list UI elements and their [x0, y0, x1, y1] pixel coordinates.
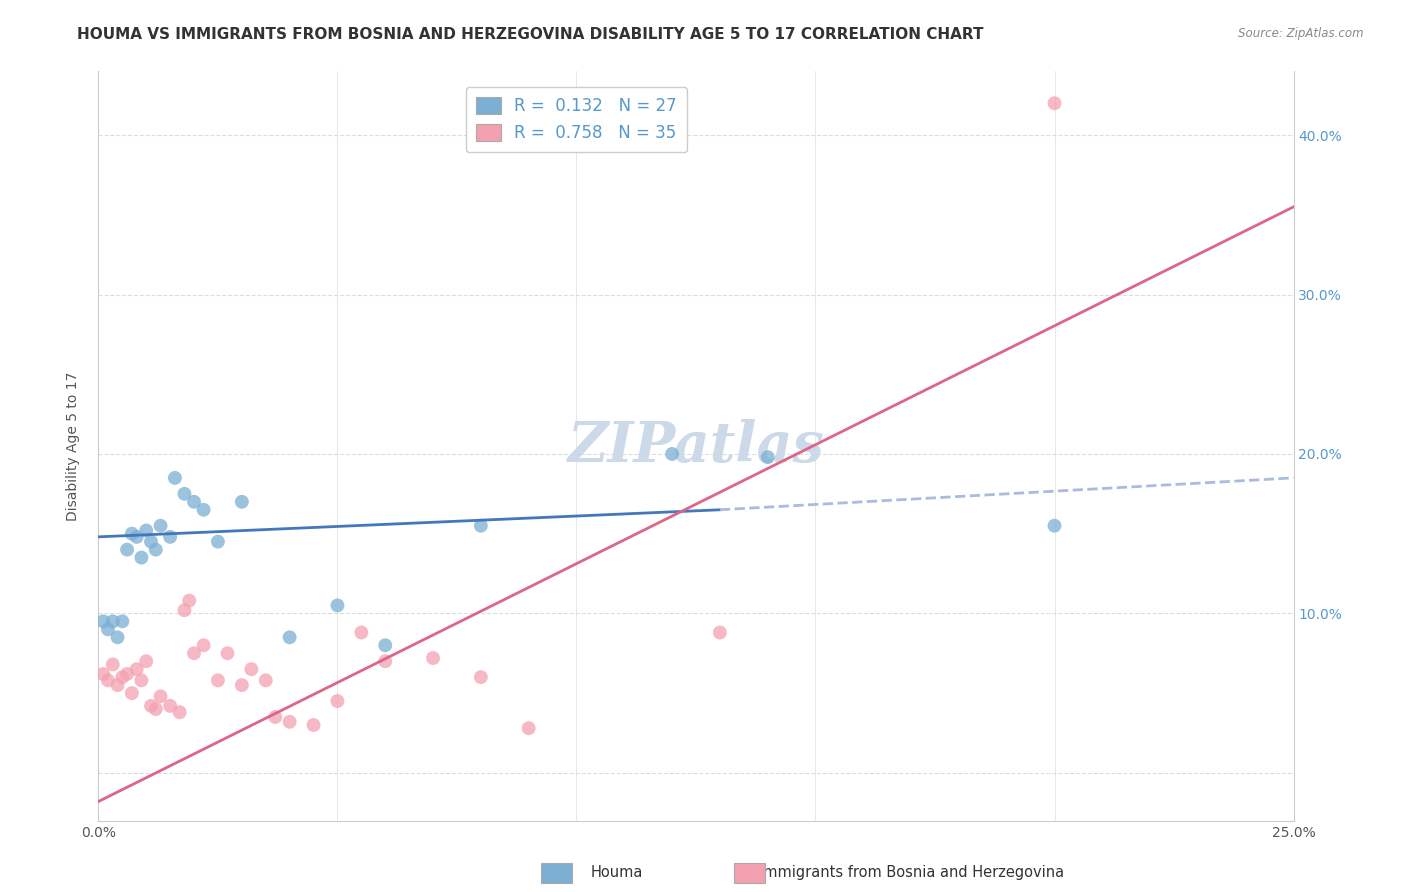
- Text: HOUMA VS IMMIGRANTS FROM BOSNIA AND HERZEGOVINA DISABILITY AGE 5 TO 17 CORRELATI: HOUMA VS IMMIGRANTS FROM BOSNIA AND HERZ…: [77, 27, 984, 42]
- Y-axis label: Disability Age 5 to 17: Disability Age 5 to 17: [66, 371, 80, 521]
- Point: [207, 673, 229, 688]
- Point: [350, 625, 373, 640]
- Point: [240, 662, 263, 676]
- Point: [97, 673, 120, 688]
- Point: [163, 471, 186, 485]
- Point: [193, 638, 215, 652]
- Point: [183, 646, 205, 660]
- Point: [149, 690, 172, 704]
- Point: [135, 654, 157, 668]
- Point: [145, 542, 167, 557]
- Point: [207, 534, 229, 549]
- Point: [107, 678, 129, 692]
- Legend: R =  0.132   N = 27, R =  0.758   N = 35: R = 0.132 N = 27, R = 0.758 N = 35: [465, 87, 688, 152]
- Point: [517, 721, 540, 735]
- Point: [1043, 96, 1066, 111]
- Point: [374, 638, 396, 652]
- Point: [470, 518, 492, 533]
- Point: [101, 657, 124, 672]
- Point: [159, 698, 181, 713]
- Point: [139, 698, 162, 713]
- Point: [115, 542, 138, 557]
- Point: [422, 651, 444, 665]
- Point: [231, 495, 253, 509]
- Point: [111, 615, 134, 629]
- Point: [91, 667, 114, 681]
- Point: [326, 599, 349, 613]
- Point: [101, 615, 124, 629]
- Point: [756, 450, 779, 465]
- Point: [125, 530, 148, 544]
- Point: [254, 673, 277, 688]
- Point: [709, 625, 731, 640]
- Point: [135, 524, 157, 538]
- Point: [131, 550, 153, 565]
- Point: [302, 718, 325, 732]
- Point: [173, 487, 195, 501]
- Text: Immigrants from Bosnia and Herzegovina: Immigrants from Bosnia and Herzegovina: [759, 865, 1064, 880]
- Point: [169, 705, 191, 719]
- Point: [125, 662, 148, 676]
- Point: [145, 702, 167, 716]
- Point: [278, 714, 301, 729]
- Point: [326, 694, 349, 708]
- Point: [470, 670, 492, 684]
- Point: [111, 670, 134, 684]
- Point: [179, 593, 201, 607]
- Point: [149, 518, 172, 533]
- Point: [121, 686, 143, 700]
- Text: Source: ZipAtlas.com: Source: ZipAtlas.com: [1239, 27, 1364, 40]
- Point: [97, 623, 120, 637]
- Point: [374, 654, 396, 668]
- Point: [115, 667, 138, 681]
- Point: [278, 630, 301, 644]
- Point: [173, 603, 195, 617]
- Point: [121, 526, 143, 541]
- Point: [91, 615, 114, 629]
- Point: [193, 502, 215, 516]
- Point: [264, 710, 287, 724]
- Point: [139, 534, 162, 549]
- Point: [231, 678, 253, 692]
- Point: [131, 673, 153, 688]
- Point: [183, 495, 205, 509]
- Point: [1043, 518, 1066, 533]
- Text: ZIPatlas: ZIPatlas: [568, 418, 824, 474]
- Point: [217, 646, 239, 660]
- Point: [107, 630, 129, 644]
- Point: [159, 530, 181, 544]
- Point: [661, 447, 683, 461]
- Text: Houma: Houma: [591, 865, 643, 880]
